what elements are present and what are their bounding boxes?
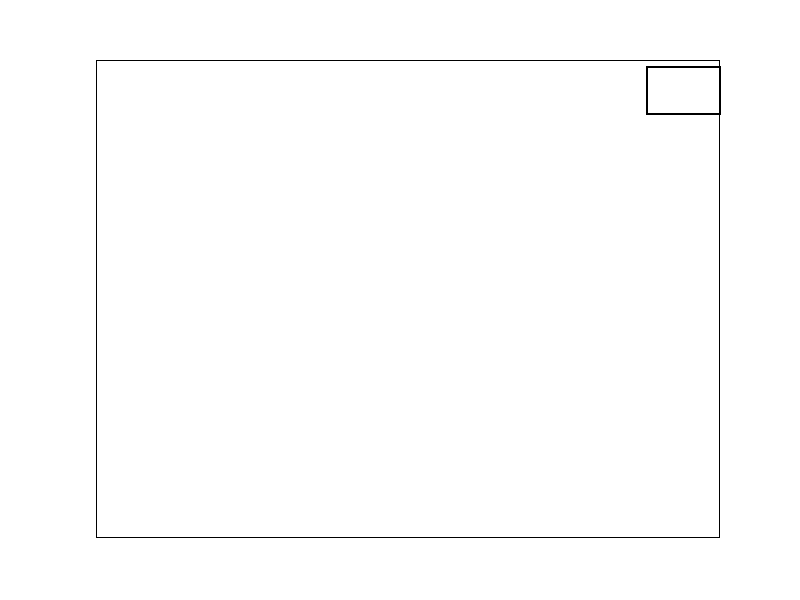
legend — [646, 66, 721, 115]
plot-area — [96, 60, 720, 538]
